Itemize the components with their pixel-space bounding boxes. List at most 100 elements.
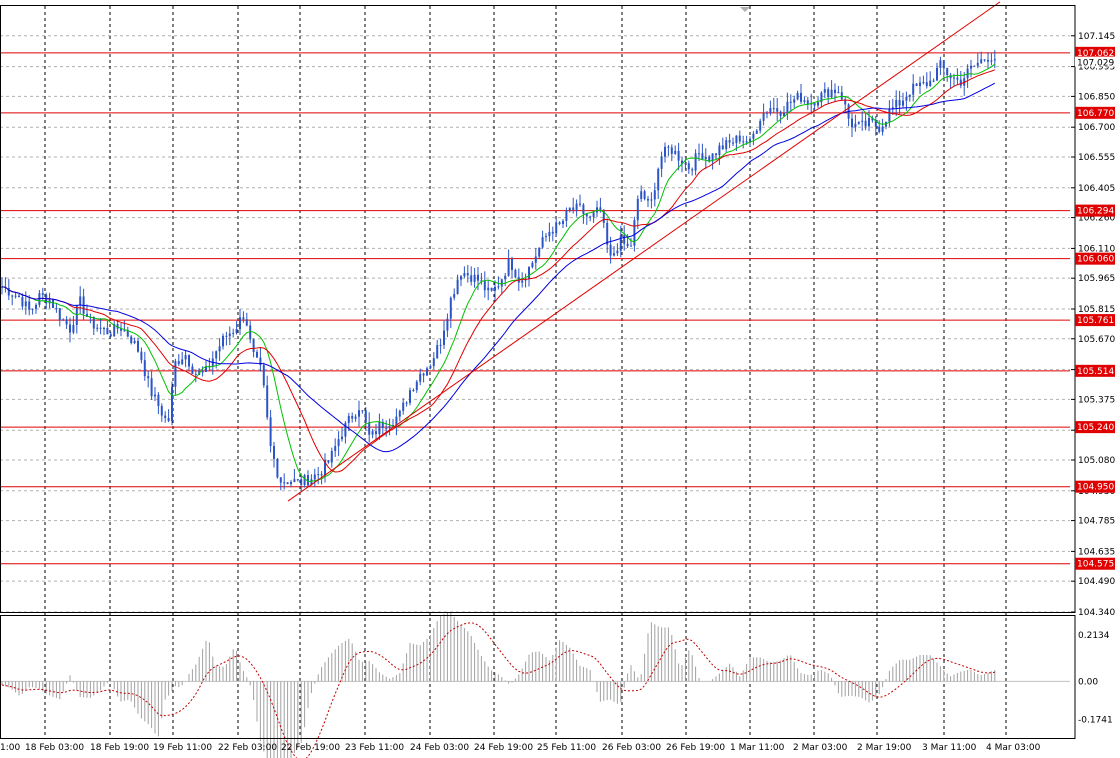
candle-body xyxy=(147,376,150,379)
candle-body xyxy=(718,145,721,156)
candle-body xyxy=(970,65,972,69)
candle-body xyxy=(296,479,299,481)
candle-body xyxy=(929,80,932,87)
level-label-bg xyxy=(1075,106,1115,119)
candle-body xyxy=(109,334,112,337)
candle-body xyxy=(256,352,258,358)
candle-body xyxy=(803,100,806,102)
candle-body xyxy=(473,274,476,282)
candle-body xyxy=(555,222,558,234)
level-label-bg xyxy=(1075,364,1115,377)
candle-body xyxy=(936,67,938,81)
candle-body xyxy=(28,301,31,310)
candle-body xyxy=(541,237,544,248)
price-tick-label: 105.080 xyxy=(1078,456,1115,466)
level-label-bg xyxy=(1075,46,1115,59)
level-label-bg xyxy=(1075,421,1115,434)
candle-body xyxy=(320,474,323,476)
candle-body xyxy=(568,207,571,211)
candle-body xyxy=(745,141,748,143)
candle-body xyxy=(830,89,833,98)
candle-body xyxy=(62,319,65,321)
candle-body xyxy=(477,274,479,281)
candle-body xyxy=(562,220,564,224)
level-label: 106.060 xyxy=(1077,255,1114,265)
candle-body xyxy=(41,293,44,295)
candle-body xyxy=(657,168,660,191)
candle-body xyxy=(864,120,867,127)
frame xyxy=(0,5,1076,739)
moving-averages xyxy=(1,63,996,482)
candle-body xyxy=(599,207,602,211)
candle-body xyxy=(606,222,609,245)
candle-body xyxy=(813,103,816,106)
candle-body xyxy=(327,460,330,463)
candle-body xyxy=(426,368,428,376)
candle-body xyxy=(528,267,530,280)
price-tick-label: 104.490 xyxy=(1078,577,1115,587)
time-axis-label: 1 Mar 11:00 xyxy=(730,743,785,753)
candle-body xyxy=(579,203,581,205)
price-tick-label: 106.700 xyxy=(1078,123,1115,133)
candle-body xyxy=(164,415,167,419)
candle-body xyxy=(953,77,955,79)
candle-body xyxy=(840,92,843,100)
candle-body xyxy=(405,402,408,404)
candle-body xyxy=(177,361,180,365)
candle-body xyxy=(857,121,860,124)
candle-body xyxy=(466,273,469,276)
candle-body xyxy=(160,406,163,416)
candle-body xyxy=(946,68,949,76)
candle-body xyxy=(674,150,677,154)
candle-body xyxy=(497,286,500,288)
candle-body xyxy=(616,250,619,254)
candle-body xyxy=(368,422,371,435)
moving-average-line xyxy=(1,63,996,482)
candle-body xyxy=(86,313,88,317)
trendline-layer xyxy=(287,1,1001,502)
candle-body xyxy=(293,479,296,483)
candle-body xyxy=(79,296,82,305)
candle-body xyxy=(239,317,241,330)
candle-body xyxy=(919,82,921,87)
candle-body xyxy=(317,474,320,476)
time-axis: 1:00 18 Feb 03:00 18 Feb 19:00 19 Feb 11:00… xyxy=(0,743,1041,753)
candle-body xyxy=(732,142,734,144)
candle-body xyxy=(545,236,547,238)
candle-body xyxy=(143,360,146,377)
candle-body xyxy=(252,339,255,353)
candle-body xyxy=(137,340,139,352)
candle-body xyxy=(670,147,673,154)
candle-body xyxy=(592,212,595,217)
time-axis-label: 1:00 xyxy=(0,743,20,753)
candle-body xyxy=(191,366,194,374)
candle-body xyxy=(653,190,656,200)
candle-body xyxy=(963,78,966,86)
candle-body xyxy=(881,126,884,132)
time-axis-label: 22 Feb 03:00 xyxy=(218,743,277,753)
candle-body xyxy=(922,82,925,84)
candle-body xyxy=(681,160,683,164)
moving-average-line xyxy=(1,82,996,453)
candle-body xyxy=(419,373,422,382)
candle-body xyxy=(334,446,337,451)
candle-body xyxy=(776,108,779,112)
price-tick-label: 105.670 xyxy=(1078,335,1115,345)
candle-body xyxy=(422,373,425,376)
candle-body xyxy=(395,416,398,426)
moving-average-line xyxy=(1,69,995,473)
candle-body xyxy=(72,324,75,333)
candle-body xyxy=(575,203,578,210)
candle-body xyxy=(65,319,68,325)
candle-body xyxy=(643,191,646,199)
candle-body xyxy=(378,421,381,435)
candle-body xyxy=(687,163,690,170)
candle-body xyxy=(157,394,160,407)
time-axis-label: 23 Feb 11:00 xyxy=(345,743,404,753)
candle-body xyxy=(993,59,996,61)
candle-body xyxy=(286,482,289,485)
candle-body xyxy=(409,390,411,403)
candle-body xyxy=(494,286,496,291)
candle-body xyxy=(589,216,592,218)
